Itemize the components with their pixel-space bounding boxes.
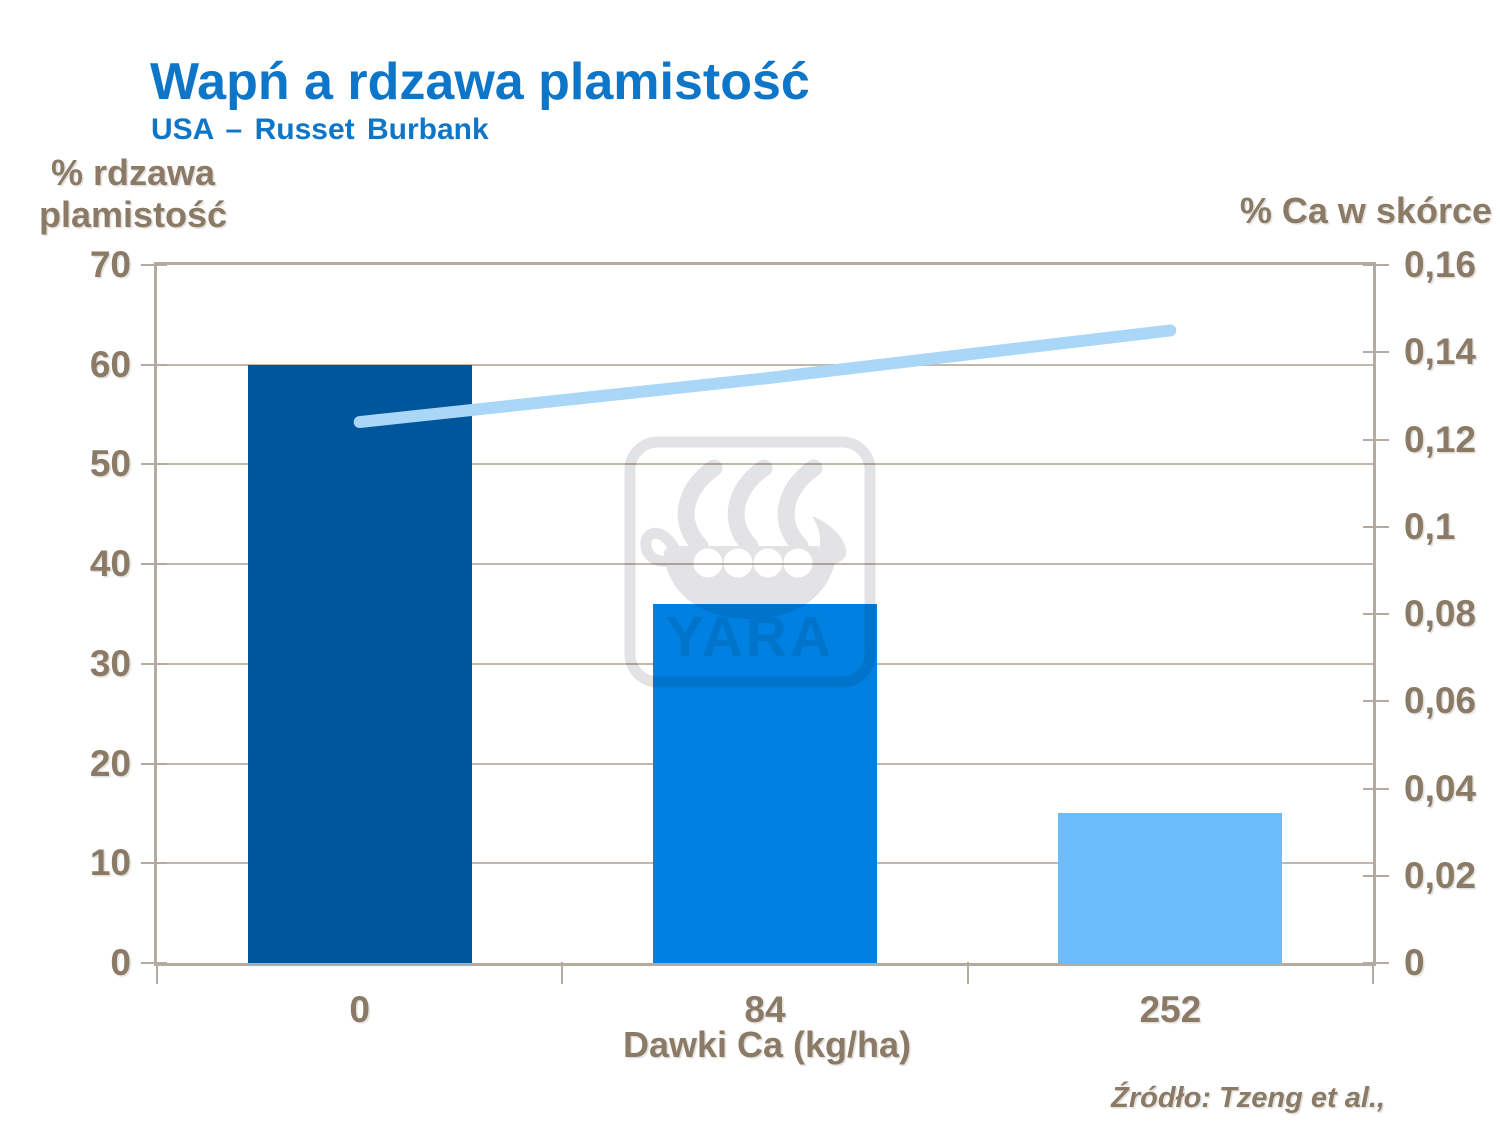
right-axis-tick-label: 0,12 <box>1404 418 1477 460</box>
right-axis-tick-label: 0,06 <box>1404 680 1477 722</box>
left-axis-tick-mark <box>141 762 167 765</box>
left-axis-tick-label: 10 <box>89 842 131 884</box>
right-axis-tick-label: 0,1 <box>1404 505 1456 547</box>
right-axis-title: % Ca w skórce <box>1239 190 1492 231</box>
watermark-frame <box>624 436 876 688</box>
left-axis-tick-mark <box>141 662 167 665</box>
left-axis-tick-mark <box>141 563 167 566</box>
trend-line <box>353 324 1177 429</box>
left-axis-title-line2: plamistość <box>38 194 228 235</box>
source-note: Źródło: Tzeng et al., <box>1111 1082 1385 1114</box>
x-axis-title: Dawki Ca (kg/ha) <box>622 1024 912 1065</box>
left-axis-tick-label: 40 <box>89 543 131 585</box>
left-axis-tick-label: 50 <box>89 443 131 485</box>
left-axis-tick-mark <box>141 463 167 466</box>
x-category-label: 84 <box>744 989 786 1030</box>
left-axis-title-line1: % rdzawa <box>50 152 216 193</box>
right-axis-tick-mark <box>1363 962 1389 964</box>
x-category-label: 252 <box>1139 989 1202 1030</box>
right-axis-tick-mark <box>1363 787 1389 790</box>
right-axis-tick-mark <box>1363 525 1389 528</box>
left-axis-tick-mark <box>141 962 167 964</box>
left-axis-tick-label: 70 <box>89 244 131 285</box>
ship-sails-icon <box>677 459 823 555</box>
left-axis-title: % rdzawa plamistość <box>18 152 248 236</box>
x-axis-tick-mark <box>1372 962 1374 984</box>
bar-category-84 <box>653 604 877 963</box>
right-axis-tick-label: 0,14 <box>1404 331 1477 373</box>
x-axis-tick-mark <box>561 962 564 984</box>
ship-prow-curl-icon <box>640 527 682 567</box>
right-axis-tick-mark <box>1363 874 1389 877</box>
plot-area: YARA <box>141 262 1389 984</box>
left-axis-tick-mark <box>141 363 167 366</box>
right-axis-tick-mark <box>1363 613 1389 615</box>
left-axis-tick-label: 20 <box>89 742 131 784</box>
gridline <box>157 363 1373 366</box>
left-axis-tick-label: 60 <box>89 343 131 385</box>
chart-subtitle: USA – Russet Burbank <box>151 113 489 146</box>
bar-category-0 <box>247 364 472 963</box>
right-axis-tick-mark <box>1363 700 1389 703</box>
x-axis-tick-mark <box>156 962 158 984</box>
left-axis-tick-label: 30 <box>89 642 131 684</box>
right-axis-tick-mark <box>1363 438 1389 441</box>
right-axis-tick-label: 0,16 <box>1404 244 1477 285</box>
left-axis-tick-label: 0 <box>110 942 131 983</box>
right-axis-tick-label: 0,02 <box>1404 854 1477 896</box>
watermark-label: YARA <box>666 605 834 669</box>
yara-logo-watermark: YARA <box>624 436 876 688</box>
right-axis-tick-label: 0 <box>1404 942 1425 983</box>
bar-category-252 <box>1058 813 1283 963</box>
x-category-label: 0 <box>349 989 370 1030</box>
x-axis-tick-mark <box>966 962 969 984</box>
trend-line-layer <box>353 324 1177 429</box>
right-axis-tick-mark <box>1363 264 1389 266</box>
left-axis-tick-mark <box>141 862 167 865</box>
left-axis-tick-mark <box>141 264 167 266</box>
right-axis-tick-label: 0,04 <box>1404 767 1477 809</box>
ship-shields-icon <box>693 548 813 578</box>
chart-title: Wapń a rdzawa plamistość <box>150 53 810 111</box>
right-axis-tick-mark <box>1363 351 1389 354</box>
right-axis-tick-label: 0,08 <box>1404 593 1477 634</box>
